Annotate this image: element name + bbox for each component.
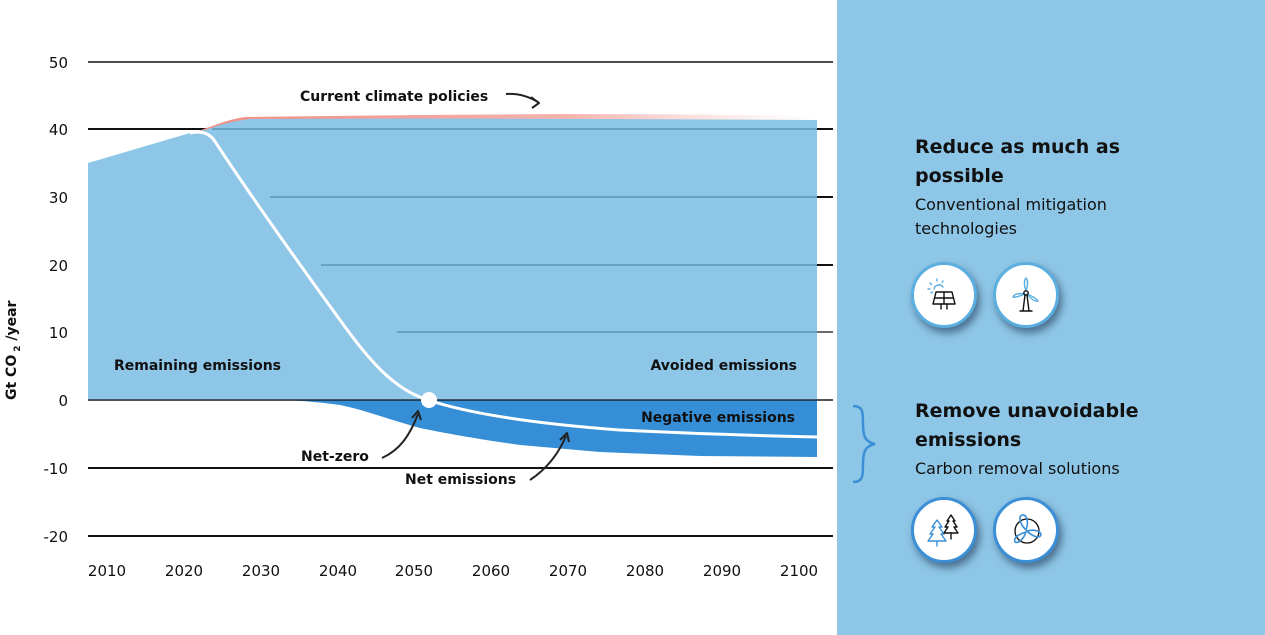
wind-turbine-icon — [993, 262, 1059, 328]
reduce-icons — [911, 262, 1059, 328]
strategy-panel: Reduce as much as possible Conventional … — [837, 0, 1265, 635]
svg-text:20: 20 — [49, 257, 68, 275]
svg-text:50: 50 — [49, 54, 68, 72]
svg-text:2080: 2080 — [626, 562, 664, 580]
svg-text:2050: 2050 — [395, 562, 433, 580]
negative-emissions-area — [270, 400, 817, 457]
svg-text:-20: -20 — [44, 528, 69, 546]
svg-text:2100: 2100 — [780, 562, 818, 580]
label-negative-emissions: Negative emissions — [641, 410, 795, 426]
remove-section: Remove unavoidable emissions Carbon remo… — [915, 397, 1175, 481]
remove-heading: Remove unavoidable emissions — [915, 400, 1139, 451]
reduce-subtitle: Conventional mitigation technologies — [915, 195, 1107, 238]
label-net-emissions: Net emissions — [405, 472, 516, 488]
reduce-heading: Reduce as much as possible — [915, 136, 1121, 187]
svg-text:2090: 2090 — [703, 562, 741, 580]
remove-subtitle: Carbon removal solutions — [915, 459, 1120, 478]
x-axis-ticks: 2010 2020 2030 2040 2050 2060 2070 2080 … — [88, 562, 818, 580]
chart-svg: 50 40 30 20 10 0 -10 -20 2010 2020 2030 … — [4, 54, 833, 580]
label-avoided-emissions: Avoided emissions — [650, 358, 797, 374]
svg-text:2070: 2070 — [549, 562, 587, 580]
label-net-zero: Net-zero — [301, 449, 369, 465]
svg-text:0: 0 — [58, 392, 68, 410]
remove-icons — [911, 497, 1059, 563]
svg-text:2030: 2030 — [242, 562, 280, 580]
solar-panel-icon — [911, 262, 977, 328]
brace-icon — [852, 404, 876, 484]
y-axis-ticks: 50 40 30 20 10 0 -10 -20 — [44, 54, 69, 546]
svg-text:2040: 2040 — [319, 562, 357, 580]
annotation-arrows — [381, 92, 570, 481]
svg-text:-10: -10 — [44, 460, 69, 478]
label-remaining-emissions: Remaining emissions — [114, 358, 281, 374]
svg-text:Gt CO2 /year: Gt CO2 /year — [4, 300, 23, 400]
reduce-section: Reduce as much as possible Conventional … — [915, 133, 1175, 241]
emissions-area — [88, 118, 817, 400]
y-axis-title: Gt CO2 /year — [4, 300, 23, 400]
svg-text:40: 40 — [49, 121, 68, 139]
svg-text:2060: 2060 — [472, 562, 510, 580]
svg-text:10: 10 — [49, 324, 68, 342]
label-current-policies: Current climate policies — [300, 89, 488, 105]
direct-air-capture-fan-icon — [993, 497, 1059, 563]
net-emissions-line — [189, 130, 818, 439]
trees-icon — [911, 497, 977, 563]
inner-gridlines — [212, 128, 817, 333]
svg-text:2020: 2020 — [165, 562, 203, 580]
svg-text:30: 30 — [49, 189, 68, 207]
net-zero-marker — [421, 392, 437, 408]
svg-text:2010: 2010 — [88, 562, 126, 580]
emissions-chart: 50 40 30 20 10 0 -10 -20 2010 2020 2030 … — [4, 54, 833, 580]
